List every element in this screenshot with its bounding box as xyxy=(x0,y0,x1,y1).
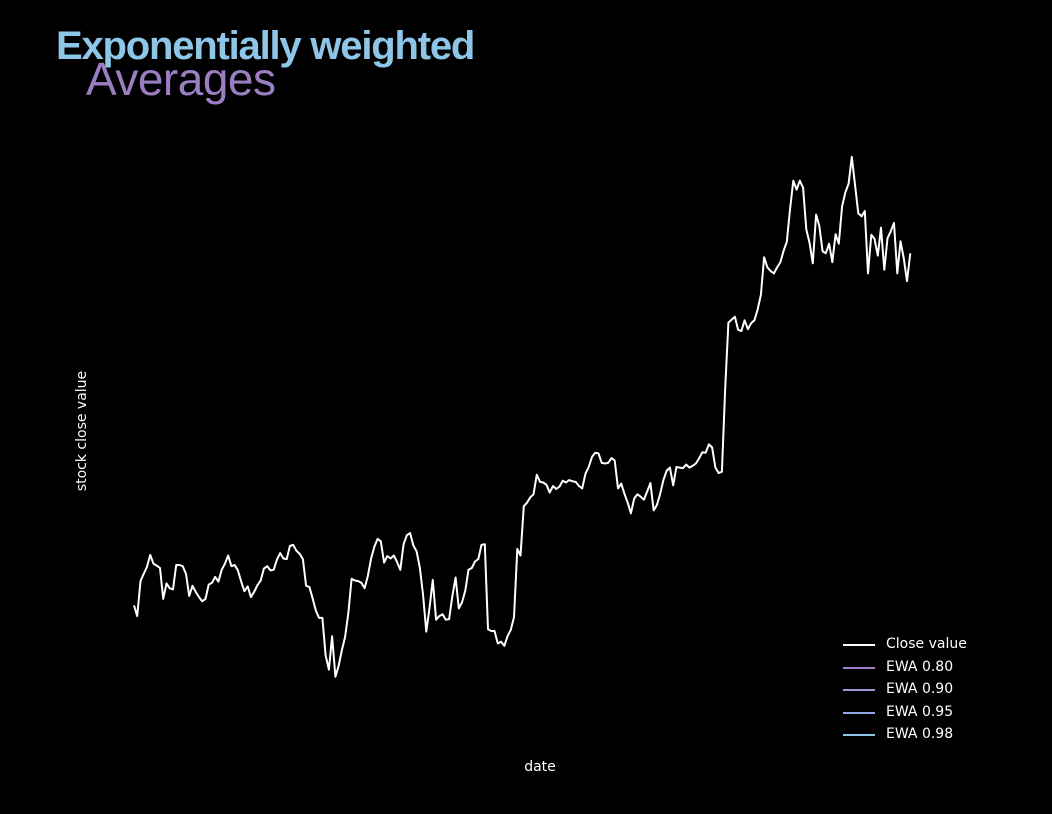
legend-label: EWA 0.95 xyxy=(886,703,954,720)
legend-label: EWA 0.98 xyxy=(886,726,954,742)
legend: Close value EWA 0.80 EWA 0.90 EWA 0.95 EWA 0… xyxy=(843,634,1003,747)
legend-item: Close value xyxy=(843,634,1003,657)
series-line-0 xyxy=(133,155,912,678)
legend-swatch xyxy=(843,734,875,736)
legend-label: EWA 0.90 xyxy=(886,681,954,697)
chart-title-line-1: Exponentially weighted xyxy=(56,24,475,68)
legend-swatch xyxy=(843,666,875,669)
chart-title-line-2: Averages xyxy=(86,53,276,105)
legend-item: EWA 0.95 xyxy=(843,702,1003,725)
legend-swatch xyxy=(843,689,875,691)
x-axis-label: date xyxy=(524,759,556,775)
legend-label: EWA 0.80 xyxy=(886,658,954,675)
legend-item: EWA 0.90 xyxy=(843,679,1003,702)
legend-swatch xyxy=(843,711,875,714)
legend-label: Close value xyxy=(886,636,967,652)
legend-item: EWA 0.80 xyxy=(843,657,1003,680)
legend-item: EWA 0.98 xyxy=(843,724,1003,747)
legend-swatch xyxy=(843,644,875,646)
